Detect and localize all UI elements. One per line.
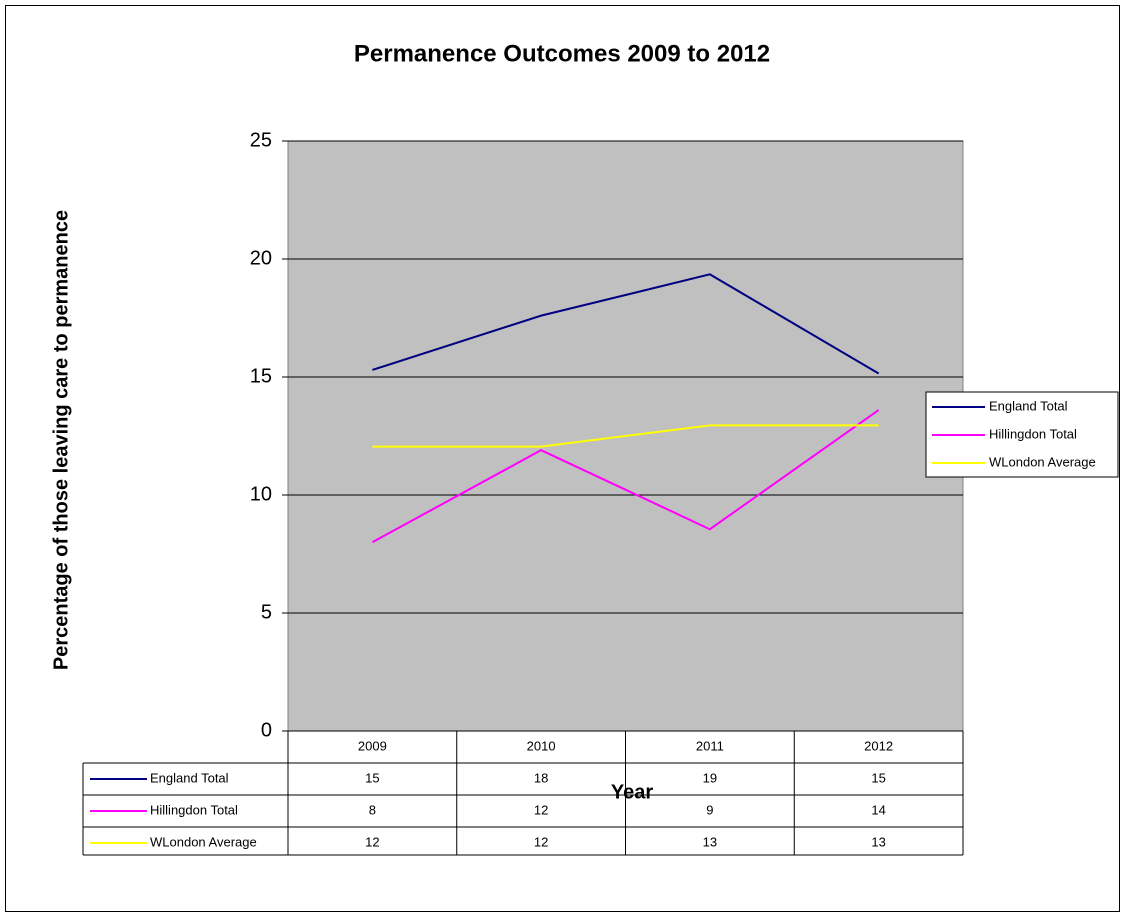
y-tick-label: 20 — [250, 247, 272, 269]
y-axis-title: Percentage of those leaving care to perm… — [50, 210, 72, 670]
series-line — [372, 424, 879, 448]
y-tick-label: 5 — [261, 601, 272, 623]
y-tick-label: 25 — [250, 129, 272, 151]
table-cell: 12 — [534, 834, 548, 849]
table-cell: 19 — [703, 770, 717, 785]
table-cell: 13 — [871, 834, 885, 849]
x-axis-title: Year — [611, 781, 653, 803]
x-tick-label: 2010 — [527, 738, 556, 753]
table-cell: 14 — [871, 802, 885, 817]
y-tick-label: 15 — [250, 365, 272, 387]
table-row-label: Hillingdon Total — [150, 802, 238, 817]
series-line — [371, 409, 880, 544]
table-cell: 8 — [369, 802, 376, 817]
table-cell: 12 — [365, 834, 379, 849]
legend-label: WLondon Average — [989, 454, 1096, 469]
table-cell: 12 — [534, 802, 548, 817]
y-tick-label: 0 — [261, 719, 272, 741]
table-cell: 18 — [534, 770, 548, 785]
x-tick-label: 2012 — [864, 738, 893, 753]
x-tick-label: 2011 — [696, 738, 724, 753]
x-tick-label: 2009 — [358, 738, 387, 753]
table-cell: 15 — [871, 770, 885, 785]
legend-label: Hillingdon Total — [989, 426, 1077, 441]
table-cell: 13 — [703, 834, 717, 849]
table-row-label: WLondon Average — [150, 834, 257, 849]
chart-title: Permanence Outcomes 2009 to 2012 — [354, 40, 770, 67]
legend-label: England Total — [989, 398, 1068, 413]
table-cell: 9 — [706, 802, 713, 817]
table-cell: 15 — [365, 770, 379, 785]
y-tick-label: 10 — [250, 483, 272, 505]
series-line — [372, 273, 880, 375]
table-row-label: England Total — [150, 770, 229, 785]
